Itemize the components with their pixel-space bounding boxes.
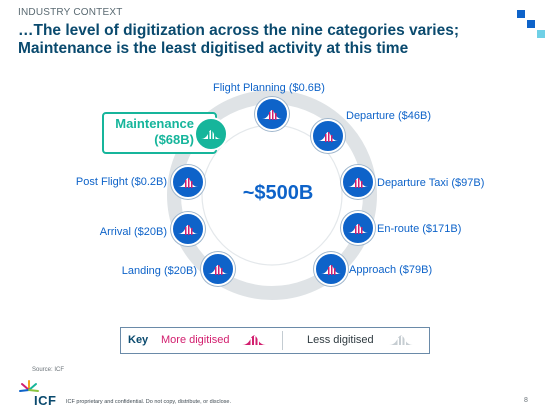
title-line-2: Maintenance is the least digitised activ… <box>18 40 409 57</box>
label-approach: Approach ($79B) <box>349 264 433 276</box>
node-flight-planning <box>255 97 289 131</box>
node-landing <box>201 252 235 286</box>
maintenance-label: Maintenance ($68B) <box>109 116 194 148</box>
more-digitised-icon <box>178 225 198 235</box>
icf-logo-icon <box>19 380 39 392</box>
key-divider <box>282 331 283 350</box>
node-maintenance <box>194 117 228 151</box>
label-landing: Landing ($20B) <box>121 265 197 277</box>
confidential-notice: ICF proprietary and confidential. Do not… <box>66 399 231 405</box>
more-digitised-icon <box>208 265 228 275</box>
page-title: …The level of digitization across the ni… <box>18 22 488 58</box>
node-post-flight <box>171 165 205 199</box>
more-digitised-icon <box>178 178 198 188</box>
label-departure-taxi: Departure Taxi ($97B) <box>377 177 485 189</box>
key-legend-box <box>120 327 430 354</box>
key-less-digitised-label: Less digitised <box>307 334 374 346</box>
more-digitised-icon <box>321 265 341 275</box>
section-label: INDUSTRY CONTEXT <box>18 7 123 18</box>
center-total: ~$500B <box>242 182 314 204</box>
source-note: Source: ICF <box>32 367 65 373</box>
node-arrival <box>171 212 205 246</box>
node-departure <box>311 119 345 153</box>
corner-square-decoration <box>537 30 545 38</box>
icf-logo-text: ICF <box>34 393 57 408</box>
more-digitised-key-icon <box>242 335 266 346</box>
label-en-route: En-route ($171B) <box>377 223 462 235</box>
less-digitised-icon <box>201 130 221 140</box>
corner-square-decoration <box>517 10 525 18</box>
label-post-flight: Post Flight ($0.2B) <box>75 176 167 188</box>
more-digitised-icon <box>348 224 368 234</box>
node-departure-taxi <box>341 165 375 199</box>
label-departure: Departure ($46B) <box>346 110 431 122</box>
label-flight-planning: Flight Planning ($0.6B) <box>213 82 325 94</box>
maintenance-label-name: Maintenance <box>115 116 194 131</box>
less-digitised-key-icon <box>389 335 413 346</box>
more-digitised-icon <box>348 178 368 188</box>
node-en-route <box>341 211 375 245</box>
corner-square-decoration <box>527 20 535 28</box>
key-more-digitised-label: More digitised <box>161 334 230 346</box>
title-line-1: …The level of digitization across the ni… <box>18 22 460 39</box>
label-arrival: Arrival ($20B) <box>99 226 167 238</box>
node-approach <box>314 252 348 286</box>
maintenance-label-value: ($68B) <box>154 132 194 147</box>
more-digitised-icon <box>318 132 338 142</box>
key-title: Key <box>128 334 149 346</box>
more-digitised-icon <box>262 110 282 120</box>
page-number: 8 <box>524 397 528 404</box>
